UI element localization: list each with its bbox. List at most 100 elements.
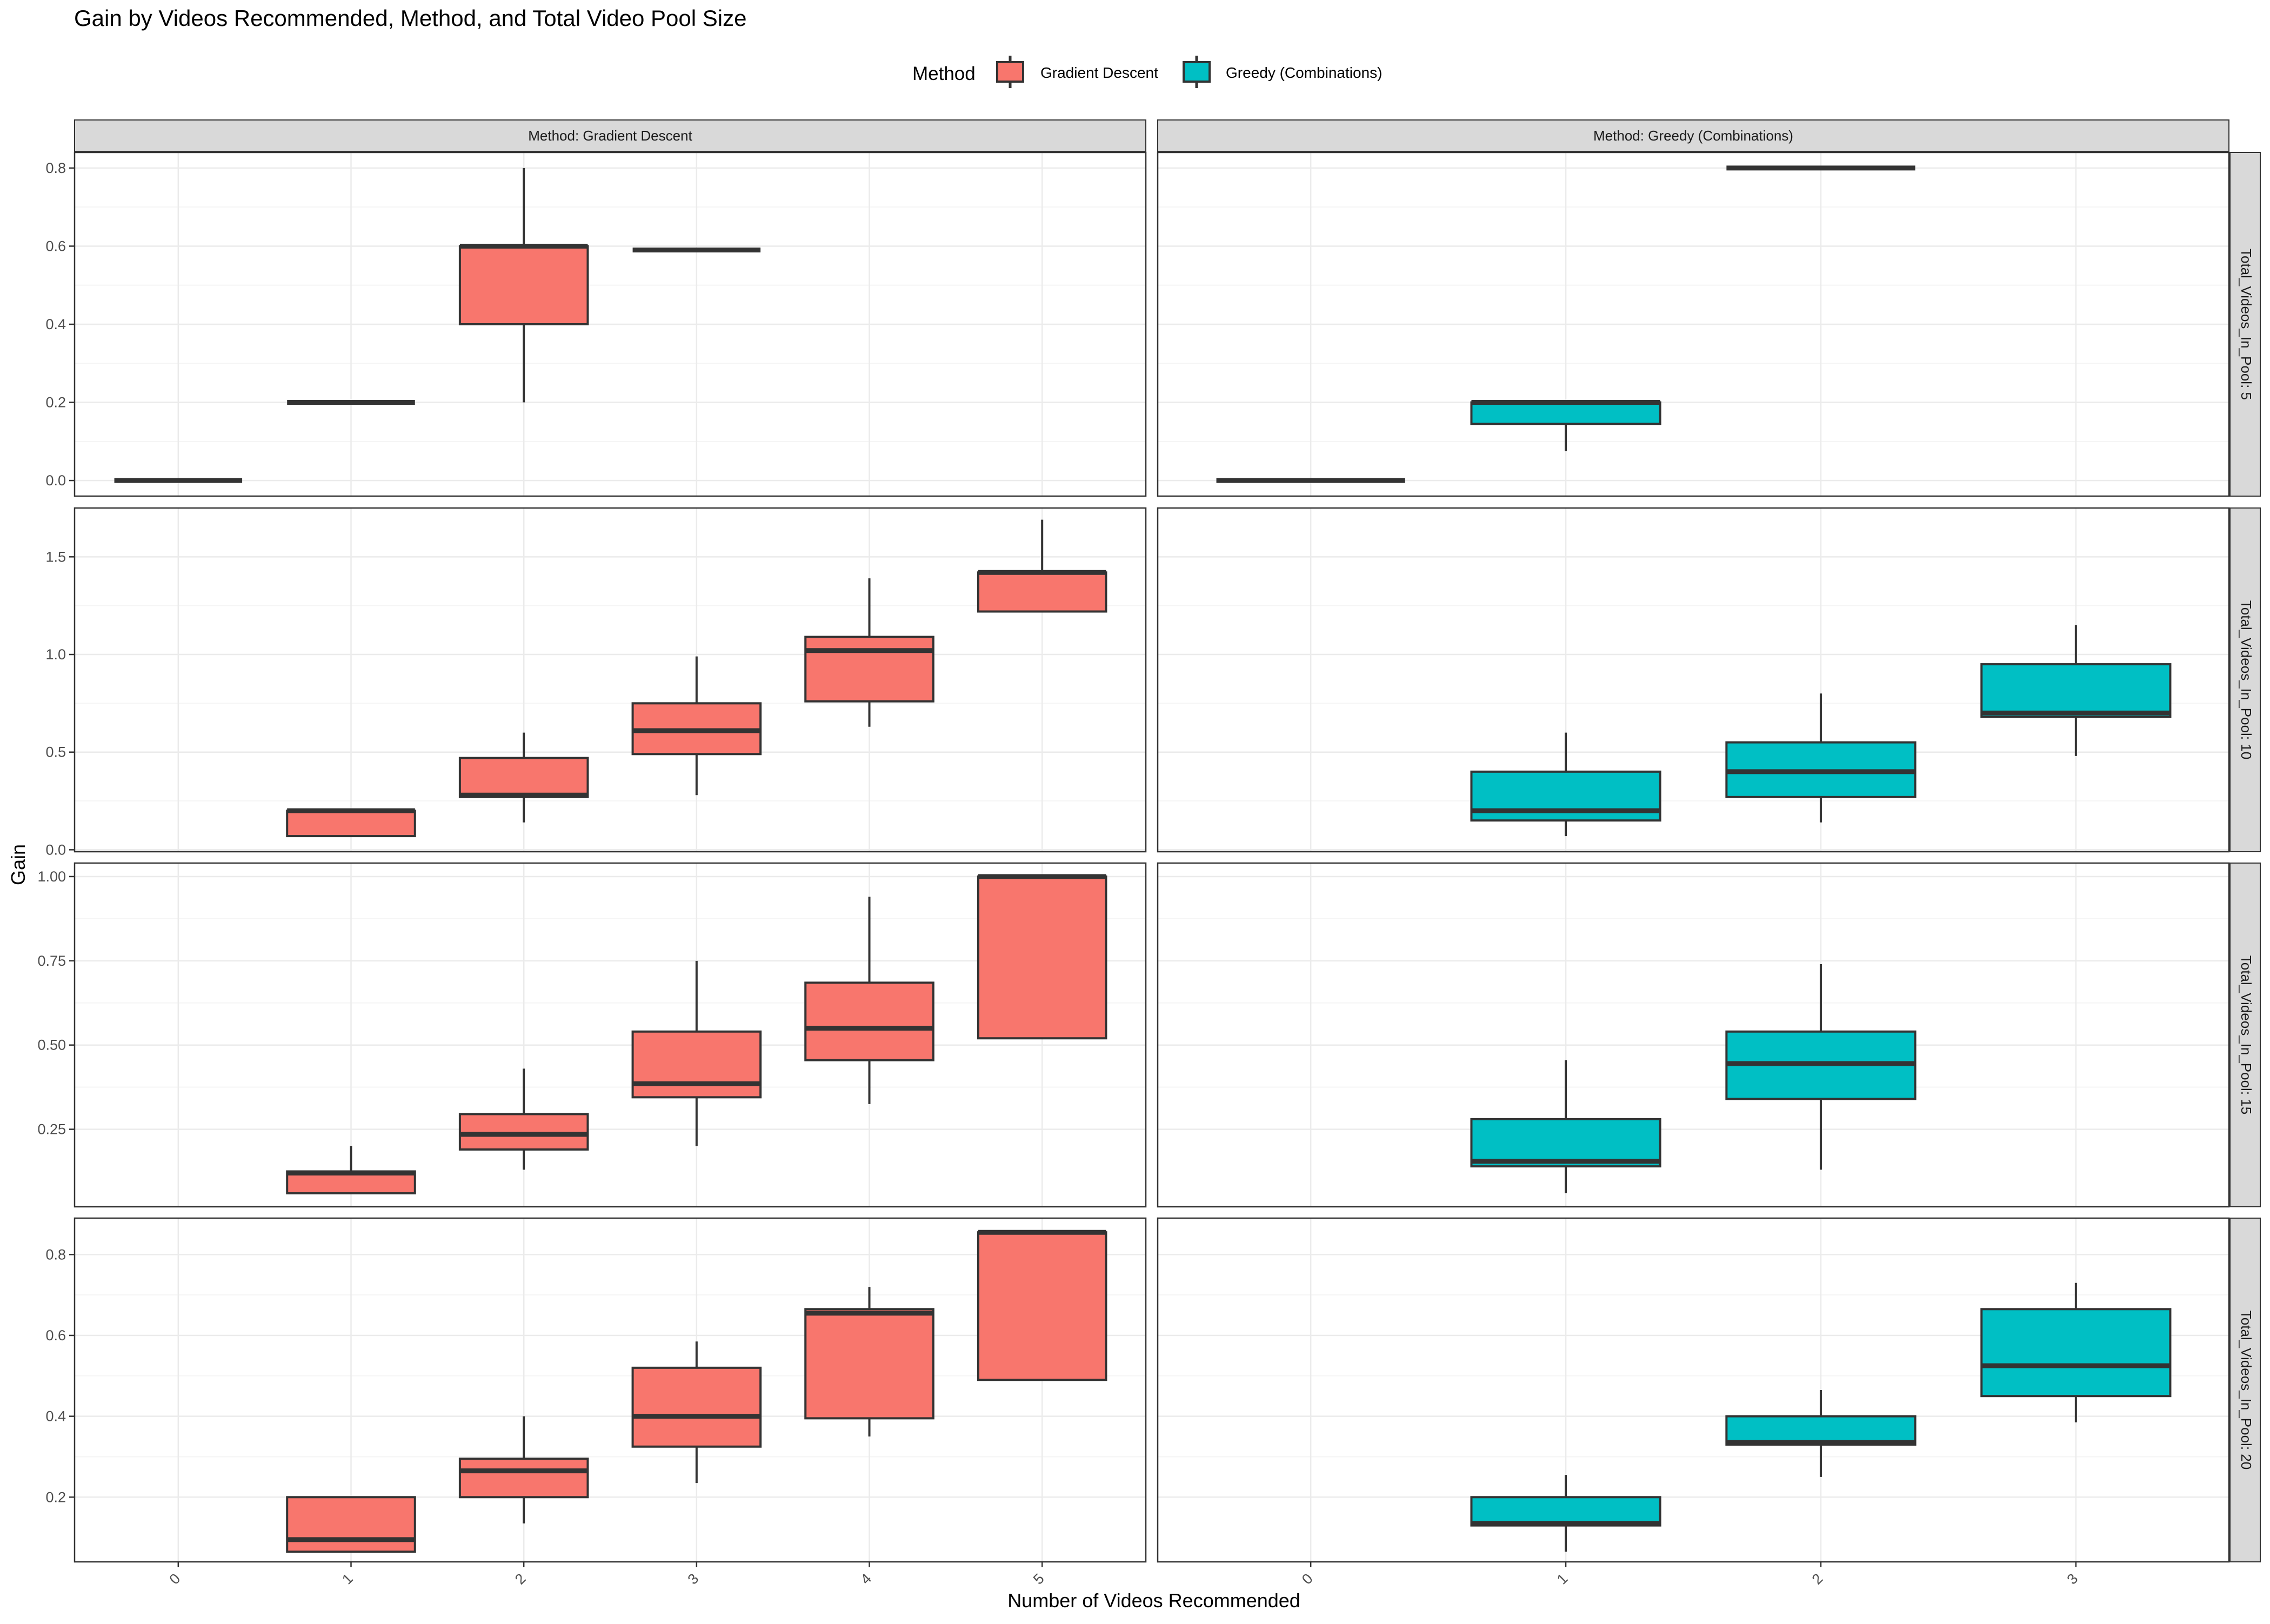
box-body (1470, 1118, 1661, 1168)
facet-strip-label: Method: Greedy (Combinations) (1593, 128, 1793, 144)
panel-border (74, 507, 1147, 853)
panel-pool2-col0: 0.25 0.50 0.75 1.00 (37, 862, 1147, 1208)
box-pool1-gd-x5 (977, 519, 1107, 613)
legend-title: Method (912, 63, 976, 84)
box-pool2-gd-x3 (631, 960, 762, 1146)
box-pool1-gd-x2 (458, 732, 589, 823)
box-body (1980, 663, 2172, 718)
box-pool2-greedy-x2 (1725, 964, 1917, 1170)
y-tick-label: 0.50 (37, 1037, 66, 1053)
y-tick-label: 0.5 (45, 744, 66, 760)
panel-border (74, 1217, 1147, 1563)
y-axis-label: Gain (7, 844, 29, 885)
box-pool2-gd-x4 (804, 897, 934, 1104)
panel-border (1157, 507, 2230, 853)
y-tick-label: 0.4 (45, 316, 66, 332)
box-pool3-greedy-x3 (1980, 1282, 2172, 1422)
facet-strip-label: Total_Videos_In_Pool: 15 (2238, 955, 2254, 1114)
y-tick-label: 0.2 (45, 395, 66, 411)
legend-key-gradient-descent (996, 61, 1024, 83)
box-body (1470, 770, 1661, 822)
box-pool3-gd-x5 (977, 1229, 1107, 1381)
box-pool3-gd-x2 (458, 1416, 589, 1523)
panel-border (1157, 862, 2230, 1208)
facet-strip-pool-1 (2229, 507, 2261, 852)
box-body (286, 1496, 416, 1553)
box-pool2-gd-x2 (458, 1068, 589, 1170)
box-body (631, 1030, 762, 1099)
box-body (804, 981, 934, 1061)
y-tick-label: 0.0 (45, 841, 66, 858)
panel-pool0-col1 (1157, 151, 2230, 497)
box-body (458, 757, 589, 798)
y-tick-label: 0.8 (45, 160, 66, 176)
panel-pool3-col0: 0.20.40.60.80 1 2 3 4 5 (45, 1217, 1147, 1588)
box-body (458, 245, 589, 326)
facet-strip-gradient-descent (74, 119, 1146, 152)
box-pool0-gd-x2 (458, 168, 589, 403)
y-tick-label: 0.75 (37, 953, 66, 969)
box-pool1-greedy-x3 (1980, 625, 2172, 756)
box-pool1-greedy-x2 (1725, 693, 1917, 823)
y-tick-label: 1.00 (37, 868, 66, 885)
x-axis-label: Number of Videos Recommended (1007, 1589, 1300, 1612)
box-pool1-gd-x4 (804, 578, 934, 727)
box-pool2-gd-x1 (286, 1146, 416, 1195)
panel-background (75, 1218, 1146, 1562)
y-tick-label: 0.4 (45, 1408, 66, 1425)
y-tick-label: 1.0 (45, 646, 66, 663)
legend: Method Gradient Descent Greedy (Combinat… (912, 56, 1382, 88)
box-body (977, 875, 1107, 1040)
y-tick-label: 0.6 (45, 1327, 66, 1344)
box-body (804, 636, 934, 703)
facet-strip-pool-2 (2229, 863, 2261, 1207)
panel-background (1158, 863, 2229, 1207)
facet-strip-label: Method: Gradient Descent (528, 128, 692, 144)
facet-strip-label: Total_Videos_In_Pool: 5 (2238, 249, 2254, 400)
box-body (631, 1366, 762, 1448)
box-pool0-greedy-x1 (1470, 400, 1661, 451)
panel-background (75, 863, 1146, 1207)
box-pool3-greedy-x1 (1470, 1475, 1661, 1552)
panel-border (1157, 1217, 2230, 1563)
box-pool2-greedy-x1 (1470, 1060, 1661, 1194)
y-tick-label: 0.8 (45, 1246, 66, 1262)
legend-key-greedy (1183, 61, 1211, 83)
box-pool3-gd-x1 (286, 1496, 416, 1553)
box-body (458, 1113, 589, 1151)
legend-label-greedy: Greedy (Combinations) (1226, 64, 1382, 81)
box-pool1-greedy-x1 (1470, 732, 1661, 837)
box-body (1980, 1308, 2172, 1398)
panel-pool2-col1 (1157, 862, 2230, 1208)
box-pool3-gd-x3 (631, 1341, 762, 1483)
y-tick-label: 0.0 (45, 472, 66, 489)
box-body (1470, 401, 1661, 425)
panel-pool0-col0: 0.0 0.2 0.4 0.6 0.8 (45, 151, 1147, 497)
box-pool3-gd-x4 (804, 1287, 934, 1437)
y-tick-label: 1.5 (45, 549, 66, 565)
legend-label-gradient-descent: Gradient Descent (1040, 64, 1158, 81)
box-body (977, 1231, 1107, 1381)
box-pool2-gd-x5 (977, 874, 1107, 1040)
facet-strip-pool-0 (2229, 152, 2261, 497)
box-body (977, 571, 1107, 613)
panel-background (75, 508, 1146, 852)
panel-border (1157, 151, 2230, 497)
y-tick-label: 0.6 (45, 238, 66, 254)
box-body (458, 1458, 589, 1499)
box-body (286, 810, 416, 838)
y-tick-label: 0.2 (45, 1489, 66, 1505)
facet-strip-pool-3 (2229, 1218, 2261, 1562)
box-pool3-greedy-x2 (1725, 1390, 1917, 1477)
facet-strip-label: Total_Videos_In_Pool: 10 (2238, 600, 2254, 759)
facet-strip-greedy (1157, 119, 2229, 152)
box-pool1-gd-x1 (286, 808, 416, 838)
box-body (804, 1308, 934, 1420)
chart-title: Gain by Videos Recommended, Method, and … (74, 5, 746, 31)
facet-panels: Method: Gradient Descent Method: Greedy (… (37, 119, 2261, 1588)
panel-border (74, 862, 1147, 1208)
panel-pool1-col1 (1157, 507, 2230, 853)
